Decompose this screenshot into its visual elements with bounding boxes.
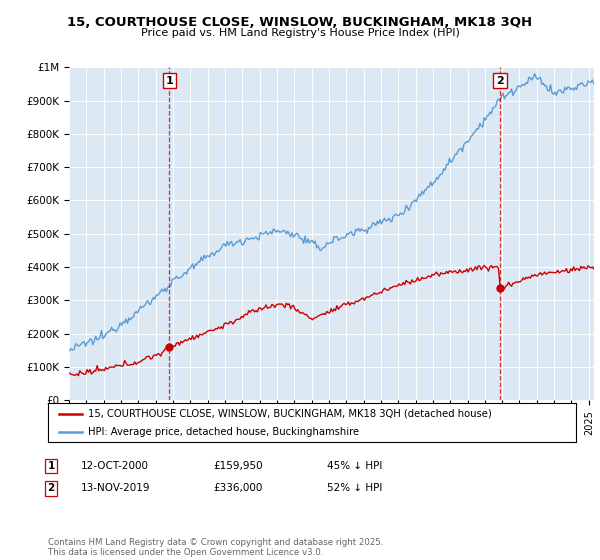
Text: 15, COURTHOUSE CLOSE, WINSLOW, BUCKINGHAM, MK18 3QH (detached house): 15, COURTHOUSE CLOSE, WINSLOW, BUCKINGHA… bbox=[88, 409, 491, 419]
Text: 15, COURTHOUSE CLOSE, WINSLOW, BUCKINGHAM, MK18 3QH: 15, COURTHOUSE CLOSE, WINSLOW, BUCKINGHA… bbox=[67, 16, 533, 29]
Text: 52% ↓ HPI: 52% ↓ HPI bbox=[327, 483, 382, 493]
Text: Price paid vs. HM Land Registry's House Price Index (HPI): Price paid vs. HM Land Registry's House … bbox=[140, 28, 460, 38]
Text: £336,000: £336,000 bbox=[213, 483, 262, 493]
Text: £159,950: £159,950 bbox=[213, 461, 263, 471]
Text: Contains HM Land Registry data © Crown copyright and database right 2025.
This d: Contains HM Land Registry data © Crown c… bbox=[48, 538, 383, 557]
Text: HPI: Average price, detached house, Buckinghamshire: HPI: Average price, detached house, Buck… bbox=[88, 427, 359, 437]
Text: 1: 1 bbox=[166, 76, 173, 86]
Text: 12-OCT-2000: 12-OCT-2000 bbox=[81, 461, 149, 471]
Text: 45% ↓ HPI: 45% ↓ HPI bbox=[327, 461, 382, 471]
Text: 1: 1 bbox=[47, 461, 55, 471]
Text: 2: 2 bbox=[496, 76, 504, 86]
Text: 13-NOV-2019: 13-NOV-2019 bbox=[81, 483, 151, 493]
Text: 2: 2 bbox=[47, 483, 55, 493]
